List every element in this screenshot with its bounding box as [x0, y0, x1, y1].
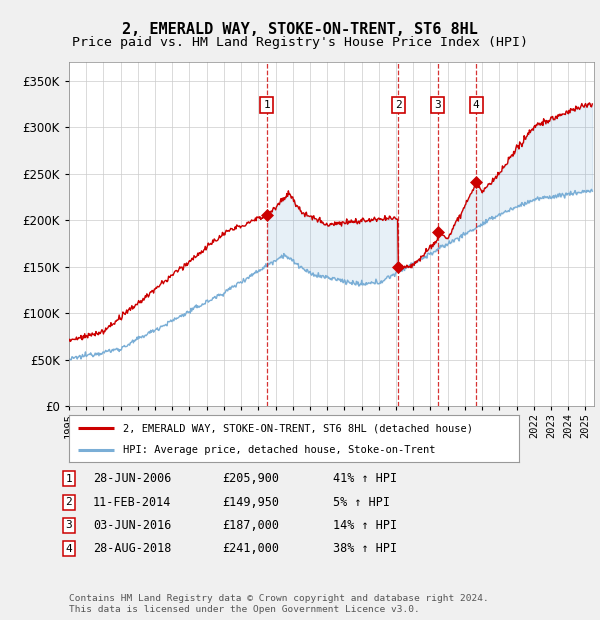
Text: 1: 1 — [263, 100, 270, 110]
Text: Price paid vs. HM Land Registry's House Price Index (HPI): Price paid vs. HM Land Registry's House … — [72, 36, 528, 49]
Text: £187,000: £187,000 — [222, 519, 279, 531]
Text: 38% ↑ HPI: 38% ↑ HPI — [333, 542, 397, 555]
Text: 2: 2 — [65, 497, 73, 507]
Text: 1: 1 — [65, 474, 73, 484]
Text: 2: 2 — [395, 100, 401, 110]
Text: 3: 3 — [65, 520, 73, 530]
Text: £149,950: £149,950 — [222, 496, 279, 508]
Text: 03-JUN-2016: 03-JUN-2016 — [93, 519, 172, 531]
Text: 28-JUN-2006: 28-JUN-2006 — [93, 472, 172, 485]
Text: 14% ↑ HPI: 14% ↑ HPI — [333, 519, 397, 531]
Text: 41% ↑ HPI: 41% ↑ HPI — [333, 472, 397, 485]
Text: 4: 4 — [473, 100, 479, 110]
Text: 4: 4 — [65, 544, 73, 554]
Text: Contains HM Land Registry data © Crown copyright and database right 2024.
This d: Contains HM Land Registry data © Crown c… — [69, 595, 489, 614]
Text: HPI: Average price, detached house, Stoke-on-Trent: HPI: Average price, detached house, Stok… — [123, 445, 436, 455]
Text: £205,900: £205,900 — [222, 472, 279, 485]
Text: 28-AUG-2018: 28-AUG-2018 — [93, 542, 172, 555]
Text: 3: 3 — [434, 100, 441, 110]
Text: 2, EMERALD WAY, STOKE-ON-TRENT, ST6 8HL: 2, EMERALD WAY, STOKE-ON-TRENT, ST6 8HL — [122, 22, 478, 37]
Text: 11-FEB-2014: 11-FEB-2014 — [93, 496, 172, 508]
Text: 5% ↑ HPI: 5% ↑ HPI — [333, 496, 390, 508]
Text: 2, EMERALD WAY, STOKE-ON-TRENT, ST6 8HL (detached house): 2, EMERALD WAY, STOKE-ON-TRENT, ST6 8HL … — [123, 423, 473, 433]
Text: £241,000: £241,000 — [222, 542, 279, 555]
